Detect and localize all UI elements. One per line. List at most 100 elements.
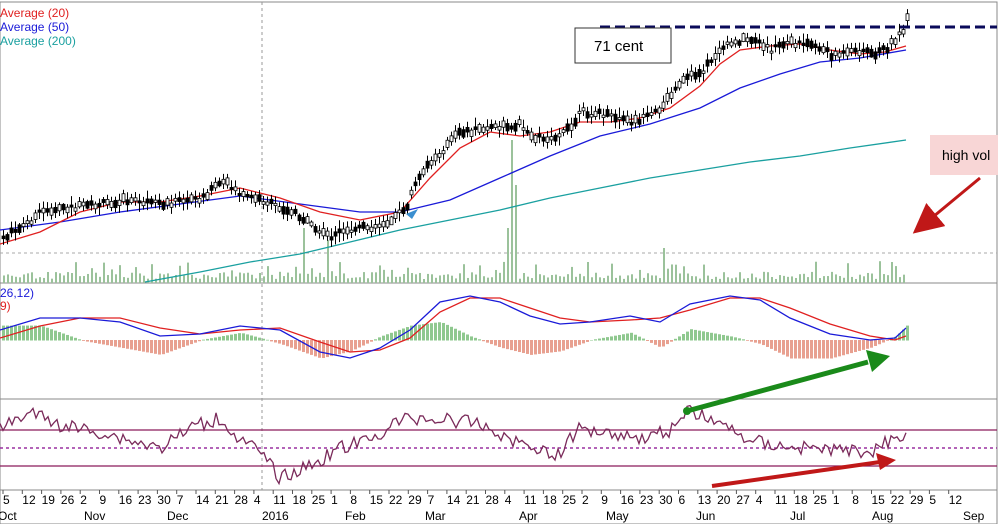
candle-body	[317, 230, 322, 234]
candle-body	[633, 114, 638, 124]
volume-bar	[407, 267, 409, 283]
volume-bar	[719, 278, 721, 283]
candle-body	[149, 198, 154, 205]
x-tick-label: 9	[100, 493, 107, 507]
candle-body	[869, 48, 874, 58]
candle-body	[193, 196, 198, 200]
x-tick-label: 5	[929, 493, 936, 507]
volume-bar	[651, 275, 653, 283]
macd-histogram-bar	[530, 340, 533, 355]
macd-histogram-bar	[850, 340, 853, 354]
volume-bar	[151, 264, 153, 283]
candle-body	[241, 191, 246, 197]
volume-bar	[403, 274, 405, 283]
volume-bar	[579, 273, 581, 283]
macd-histogram-bar	[278, 340, 281, 344]
volume-bar	[179, 265, 181, 283]
volume-bar	[267, 266, 269, 283]
x-tick-label: 4	[505, 493, 512, 507]
macd-histogram-bar	[522, 340, 525, 353]
x-axis: 5 12 19 26 2 9 16 23 30 7 14 21 28 4 11 18 25 1 8 15 22 29 7 14…	[0, 490, 985, 523]
candle-body	[525, 130, 530, 134]
volume-bar	[159, 273, 161, 283]
candle-body	[313, 226, 318, 233]
volume-bar	[775, 278, 777, 283]
candle-body	[497, 126, 502, 131]
candle-body	[425, 160, 430, 169]
candle-body	[657, 107, 662, 114]
macd-histogram-bar	[170, 340, 173, 352]
candle-body	[273, 203, 278, 207]
candle-body	[613, 113, 618, 123]
macd-histogram-bar	[10, 325, 13, 341]
candle-body	[189, 194, 194, 203]
macd-histogram-bar	[250, 335, 253, 341]
volume-bar	[459, 273, 461, 283]
volume-bar	[699, 278, 701, 283]
candle-body	[73, 207, 78, 212]
macd-histogram-bar	[614, 335, 617, 341]
volume-bar	[663, 248, 665, 283]
macd-histogram-bar	[258, 337, 261, 341]
macd-histogram-bar	[742, 339, 745, 341]
macd-histogram-bar	[286, 340, 289, 347]
candle-body	[181, 198, 186, 204]
candle-body	[385, 220, 390, 228]
volume-bar	[315, 276, 317, 283]
candle-body	[569, 123, 574, 131]
volume-bar	[827, 276, 829, 283]
macd-histogram-bar	[118, 340, 121, 348]
volume-bar	[867, 272, 869, 283]
candle-body	[517, 119, 522, 125]
macd-histogram-bar	[774, 340, 777, 351]
candle-body	[609, 113, 614, 117]
volume-bar	[539, 274, 541, 283]
volume-bar	[211, 277, 213, 283]
signal-marker-icon	[406, 209, 418, 219]
legend-macd: 26,12)	[0, 286, 34, 300]
volume-bar	[83, 276, 85, 283]
volume-bar	[751, 273, 753, 283]
macd-histogram-bar	[142, 340, 145, 352]
volume-bar	[479, 265, 481, 283]
candle-body	[825, 47, 830, 53]
volume-bar	[727, 277, 729, 283]
macd-histogram-bar	[590, 340, 593, 341]
macd-histogram-bar	[602, 337, 605, 341]
volume-bar	[431, 274, 433, 283]
macd-histogram-bar	[26, 325, 29, 341]
candle-body	[17, 224, 22, 233]
candle-body	[153, 199, 158, 203]
macd-histogram-bar	[62, 333, 65, 341]
macd-histogram-bar	[894, 336, 897, 341]
volume-bar	[831, 271, 833, 283]
candle-body	[493, 123, 498, 128]
candle-body	[333, 231, 338, 237]
candle-body	[197, 197, 202, 204]
volume-bar	[615, 277, 617, 283]
candle-body	[409, 189, 414, 196]
macd-histogram-bar	[182, 340, 185, 347]
volume-bar	[35, 278, 37, 283]
macd-histogram-bar	[834, 340, 837, 358]
candle-body	[297, 214, 302, 222]
candle-body	[301, 217, 306, 224]
macd-histogram-bar	[862, 340, 865, 350]
candle-body	[777, 41, 782, 48]
macd-histogram-bar	[906, 325, 909, 341]
macd-histogram-bar	[642, 338, 645, 341]
x-month-label: Feb	[345, 509, 366, 523]
macd-histogram-bar	[474, 337, 477, 341]
volume-bar	[547, 277, 549, 283]
macd-histogram-bar	[666, 340, 669, 345]
volume-bar	[175, 274, 177, 283]
macd-histogram-bar	[622, 334, 625, 341]
candle-body	[357, 224, 362, 229]
macd-histogram-bar	[198, 340, 201, 342]
macd-histogram-bar	[238, 333, 241, 341]
volume-bar	[543, 275, 545, 283]
volume-bar	[627, 275, 629, 283]
volume-bar	[519, 278, 521, 283]
candle-body	[905, 13, 910, 22]
macd-histogram-bar	[738, 338, 741, 341]
